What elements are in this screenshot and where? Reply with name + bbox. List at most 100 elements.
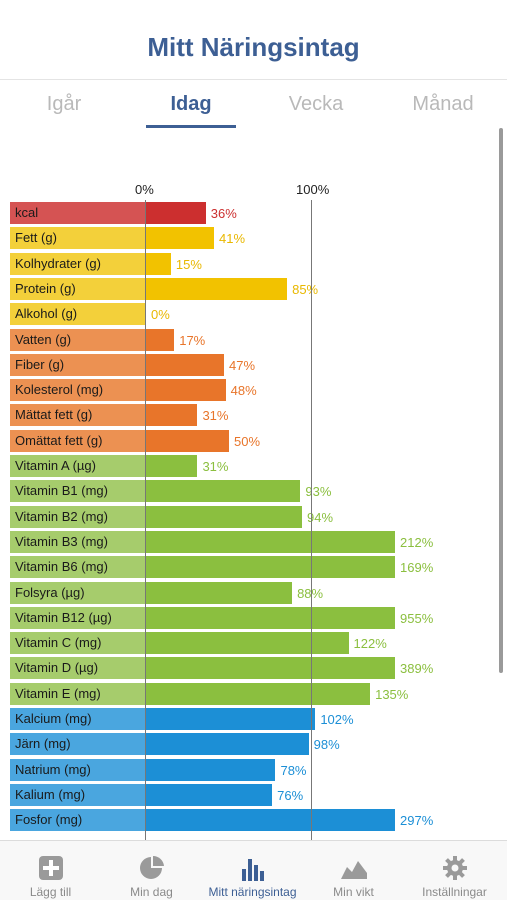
category-label: Vatten (g) <box>15 331 72 347</box>
nav-my-weight[interactable]: Min vikt <box>303 841 404 901</box>
bar <box>146 632 349 655</box>
bar <box>146 252 171 275</box>
page-title: Mitt Näringsintag <box>147 32 360 62</box>
bar <box>146 606 395 629</box>
category-label-bg: Järn (mg) <box>10 733 146 756</box>
nav-settings[interactable]: Inställningar <box>404 841 505 901</box>
bar <box>146 429 229 452</box>
category-label: Fiber (g) <box>15 356 65 372</box>
bar <box>146 809 395 832</box>
category-label-bg: Vitamin A (µg) <box>10 455 146 477</box>
category-label-bg: Fosfor (mg) <box>10 809 146 832</box>
value-label: 955% <box>400 610 434 626</box>
bar <box>146 657 395 680</box>
category-label: Vitamin E (mg) <box>15 685 101 701</box>
bar <box>146 455 198 477</box>
axis-tick-100: 100% <box>296 182 330 197</box>
bar-chart-icon <box>242 859 264 881</box>
bar <box>146 480 301 503</box>
category-label-bg: Vitamin B1 (mg) <box>10 480 146 503</box>
category-label: Kalcium (mg) <box>15 711 92 726</box>
category-label: Järn (mg) <box>15 736 71 752</box>
value-label: 36% <box>210 206 237 221</box>
category-label: Vitamin B6 (mg) <box>15 559 108 575</box>
category-label-bg: Vitamin B3 (mg) <box>10 530 146 553</box>
category-label-bg: Omättat fett (g) <box>10 429 146 452</box>
nav-label-settings: Inställningar <box>422 885 487 899</box>
app-header: Mitt Näringsintag <box>0 0 507 80</box>
category-label-bg: Natrium (mg) <box>10 758 146 781</box>
bar <box>146 708 316 730</box>
value-label: 41% <box>219 231 246 247</box>
category-label: Fosfor (mg) <box>15 812 83 828</box>
tab-igar[interactable]: Igår <box>46 93 82 115</box>
bar <box>146 404 198 427</box>
tab-vecka[interactable]: Vecka <box>288 93 344 115</box>
category-label-bg: Folsyra (µg) <box>10 581 146 604</box>
value-label: 50% <box>234 433 261 449</box>
category-label-bg: Kalium (mg) <box>10 783 146 806</box>
value-label: 0% <box>151 307 170 323</box>
period-tabs: Igår Idag Vecka Månad <box>0 80 507 130</box>
bar <box>146 202 206 224</box>
category-label: Mättat fett (g) <box>15 407 93 423</box>
bar <box>146 783 273 806</box>
category-label-bg: Kolhydrater (g) <box>10 252 146 275</box>
category-label: Kolhydrater (g) <box>15 255 101 271</box>
category-label: Omättat fett (g) <box>15 432 103 448</box>
category-label: Alkohol (g) <box>15 306 78 322</box>
plus-square-icon <box>39 856 63 880</box>
nav-add[interactable]: Lägg till <box>0 841 101 901</box>
value-label: 31% <box>202 408 229 424</box>
value-label: 15% <box>175 256 202 272</box>
value-label: 31% <box>202 459 229 474</box>
category-label: Vitamin B12 (µg) <box>15 609 112 625</box>
value-label: 78% <box>280 762 307 778</box>
bar <box>146 682 371 705</box>
value-label: 94% <box>307 509 334 525</box>
bar <box>146 277 288 300</box>
bar <box>146 353 225 376</box>
category-label: Vitamin B1 (mg) <box>15 483 108 499</box>
bar <box>146 733 309 756</box>
value-label: 17% <box>179 332 206 348</box>
category-label: kcal <box>15 205 39 220</box>
category-label-bg: Vatten (g) <box>10 328 146 351</box>
category-label: Vitamin A (µg) <box>15 458 96 473</box>
scrollbar[interactable] <box>499 128 503 673</box>
mountain-chart-icon <box>341 861 367 879</box>
pie-chart-icon <box>140 855 164 879</box>
bar <box>146 379 226 402</box>
category-label-bg: Kalcium (mg) <box>10 708 146 730</box>
category-label-bg: Kolesterol (mg) <box>10 379 146 402</box>
category-label: Natrium (mg) <box>15 761 91 777</box>
nav-label-my-day: Min dag <box>130 885 173 899</box>
category-label: Vitamin B3 (mg) <box>15 533 108 549</box>
value-label: 93% <box>305 484 332 500</box>
category-label: Protein (g) <box>15 280 76 296</box>
value-label: 76% <box>277 787 304 803</box>
value-label: 389% <box>400 661 434 677</box>
bar <box>146 505 303 528</box>
nav-label-my-weight: Min vikt <box>333 885 374 899</box>
category-label: Fett (g) <box>15 230 57 246</box>
nav-my-day[interactable]: Min dag <box>101 841 202 901</box>
category-label: Kalium (mg) <box>15 786 86 802</box>
category-label: Folsyra (µg) <box>15 584 85 600</box>
category-label: Vitamin C (mg) <box>15 635 102 651</box>
category-label-bg: Vitamin B6 (mg) <box>10 556 146 579</box>
category-label-bg: Mättat fett (g) <box>10 404 146 427</box>
nav-my-nutrition[interactable]: Mitt näringsintag <box>202 841 303 901</box>
category-label-bg: Protein (g) <box>10 277 146 300</box>
value-label: 47% <box>229 357 256 373</box>
category-label-bg: Vitamin C (mg) <box>10 632 146 655</box>
tab-manad[interactable]: Månad <box>412 93 474 115</box>
category-label-bg: Vitamin B12 (µg) <box>10 606 146 629</box>
tab-idag[interactable]: Idag <box>170 93 212 115</box>
axis-tick-0: 0% <box>135 182 154 197</box>
bar <box>146 581 293 604</box>
nav-label-my-nutrition: Mitt näringsintag <box>208 885 297 899</box>
category-label-bg: Fett (g) <box>10 227 146 250</box>
bar <box>146 530 395 553</box>
category-label: Vitamin D (µg) <box>15 660 99 676</box>
